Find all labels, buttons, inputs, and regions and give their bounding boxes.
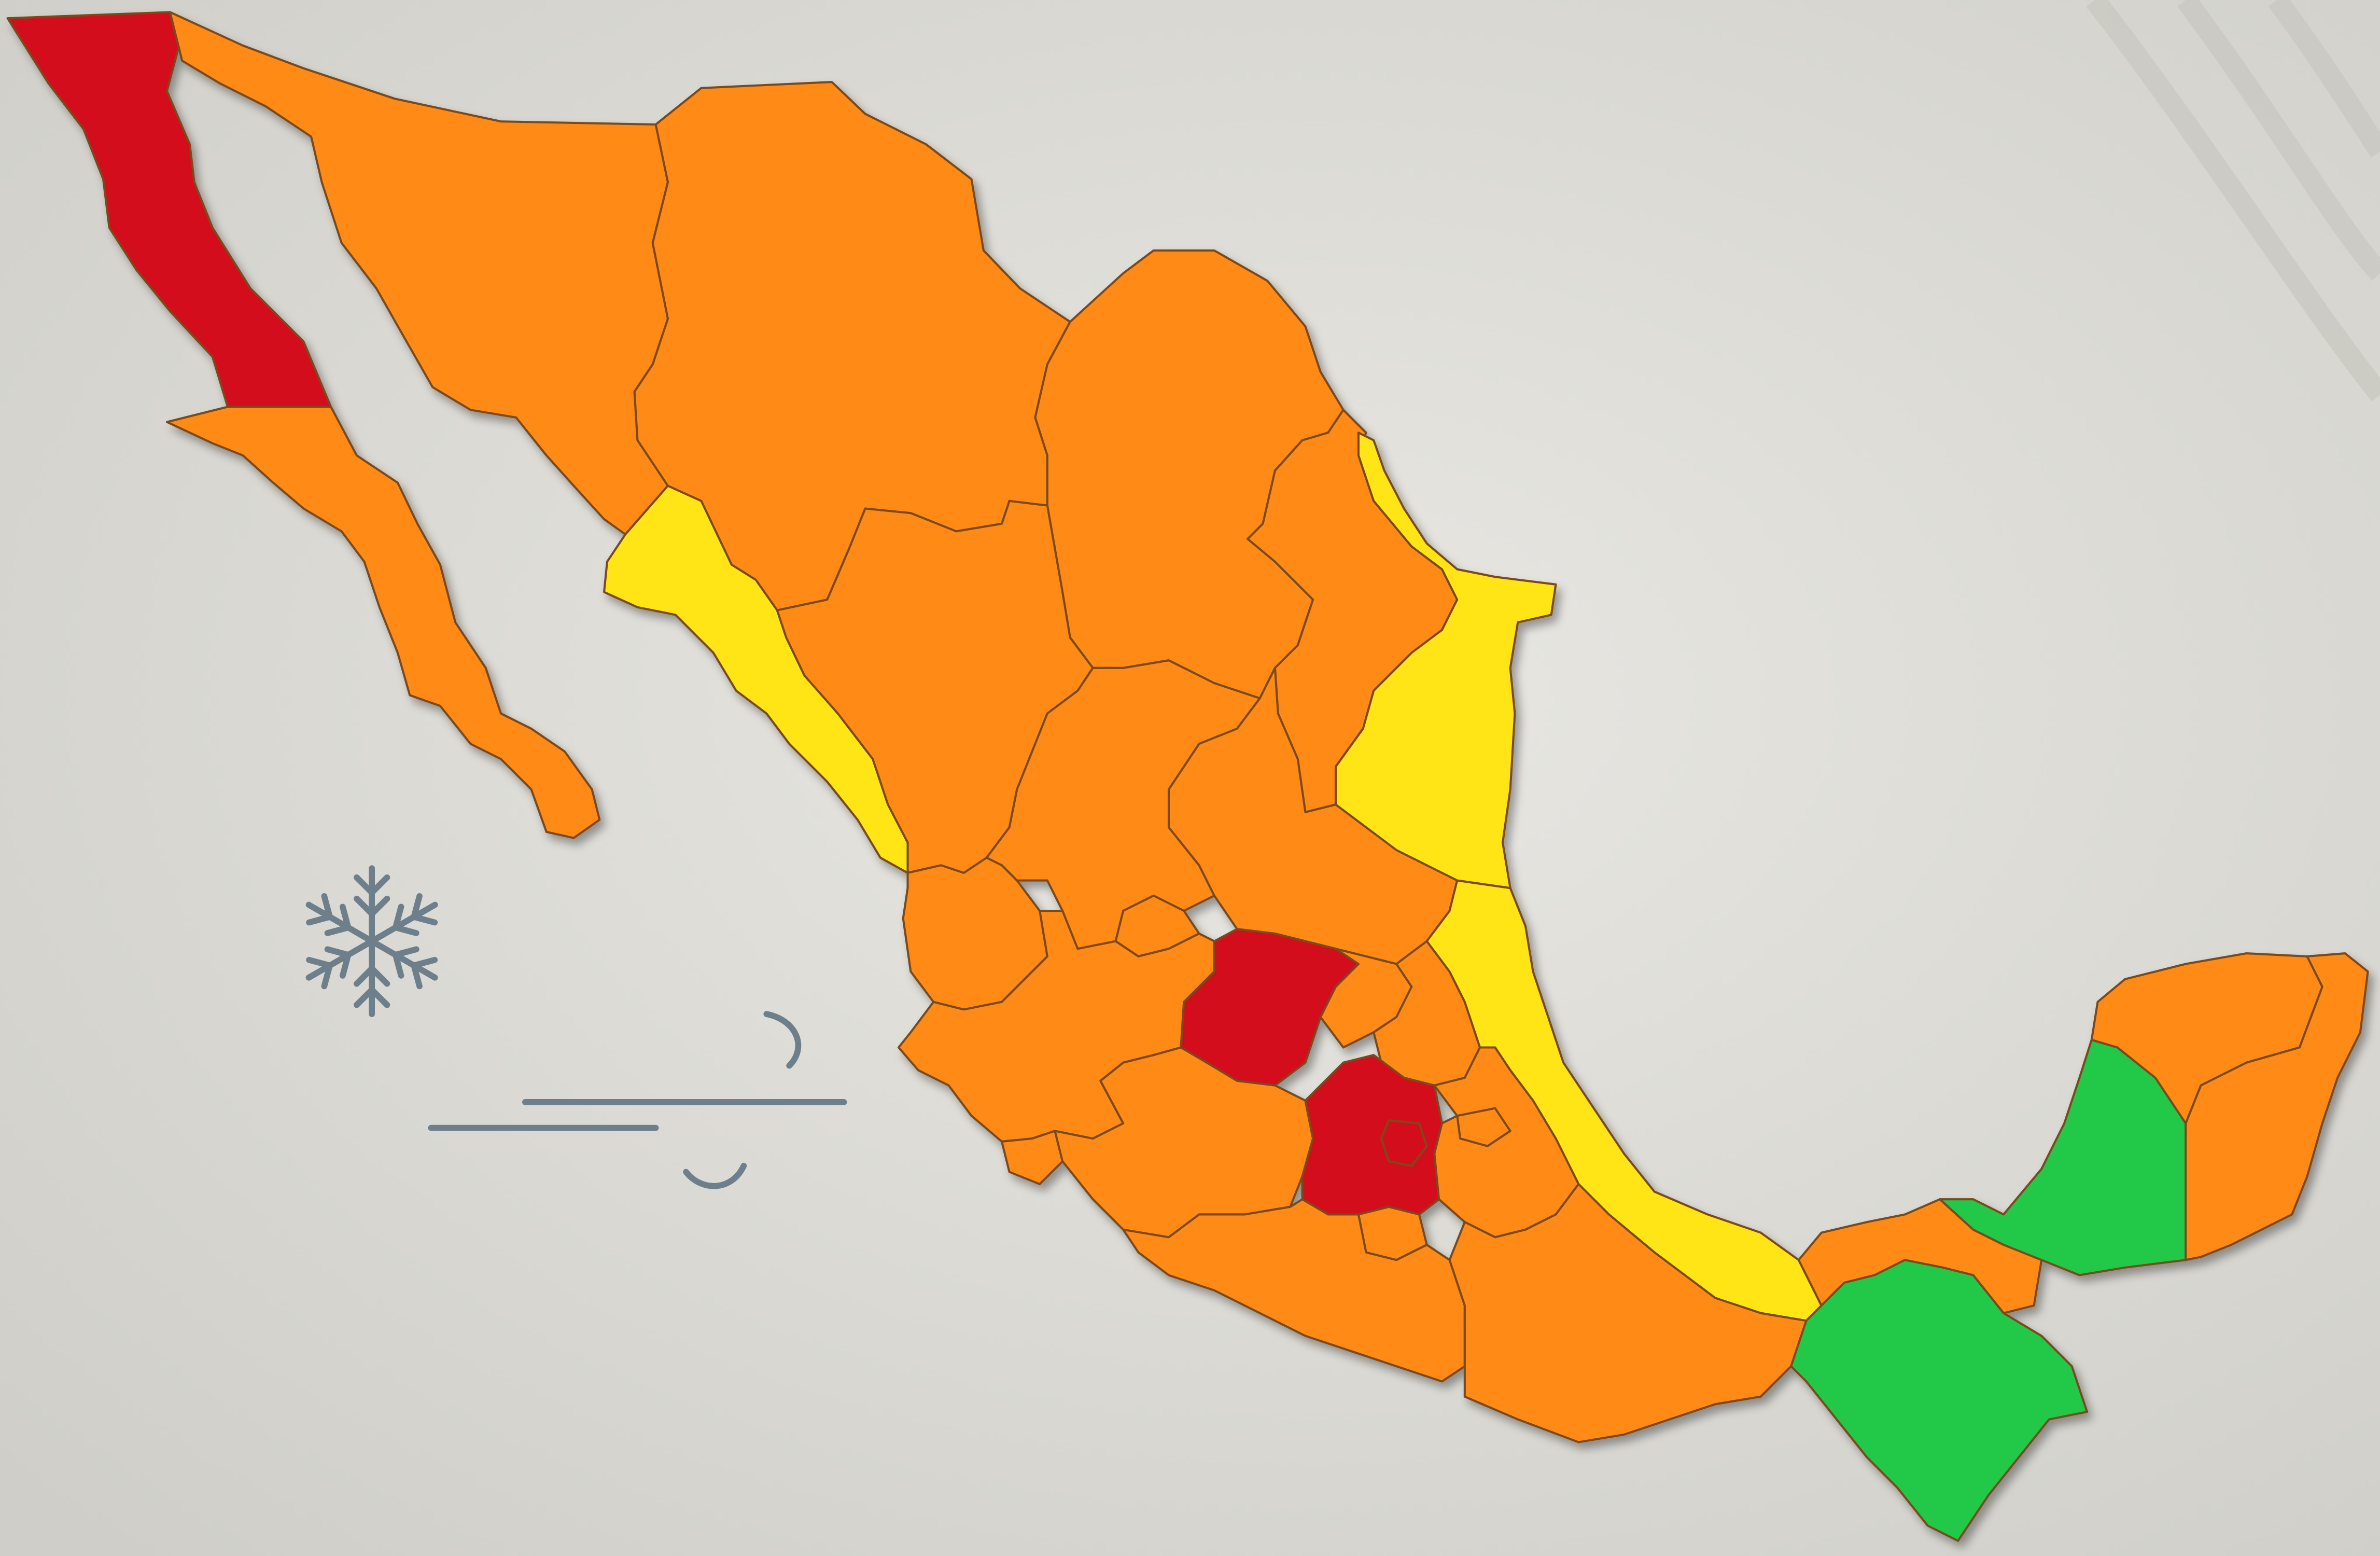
background-swoosh [2086, 0, 2380, 401]
region-ciudad-de-mexico[interactable] [1380, 1119, 1428, 1167]
region-quintana-roo[interactable] [2185, 952, 2369, 1261]
wind-icon [428, 1011, 847, 1189]
states-layer [6, 11, 2369, 1542]
region-guanajuato[interactable] [1180, 928, 1360, 1087]
region-sonora[interactable] [169, 11, 669, 536]
snowflake-icon [301, 865, 443, 1014]
region-chiapas[interactable] [1790, 1259, 2089, 1542]
region-baja-california-sur[interactable] [165, 406, 601, 839]
